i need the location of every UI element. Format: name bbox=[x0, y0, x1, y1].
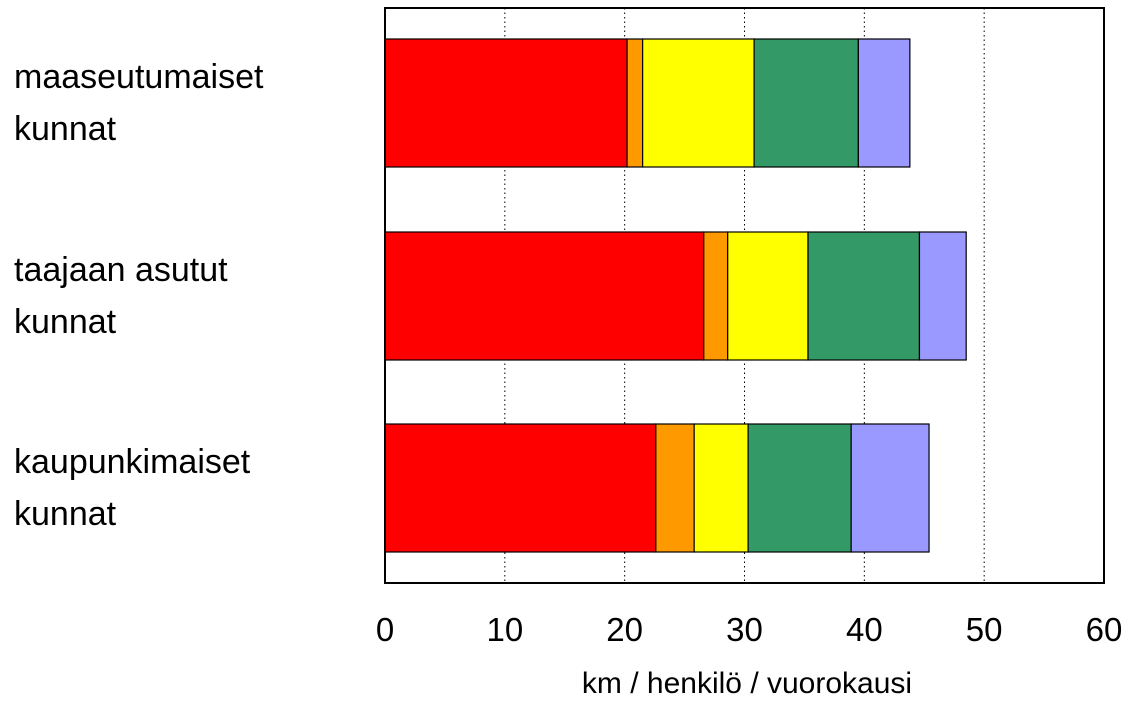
bar-segment-3-5 bbox=[850, 423, 930, 553]
plot-area-frame bbox=[384, 7, 1105, 584]
x-tick-label: 10 bbox=[486, 611, 523, 648]
bar-segment-2-1 bbox=[384, 231, 705, 361]
bar-segment-1-3 bbox=[642, 38, 755, 168]
bar-segment-1-1 bbox=[384, 38, 628, 168]
bar-segment-1-5 bbox=[857, 38, 911, 168]
category-label: kunnat bbox=[14, 495, 117, 533]
category-label: taajaan asutut bbox=[14, 251, 228, 289]
bars bbox=[384, 38, 967, 553]
bar-segment-2-3 bbox=[727, 231, 809, 361]
x-tick-label: 30 bbox=[726, 611, 763, 648]
bar-segment-2-5 bbox=[918, 231, 967, 361]
bar-segment-2-4 bbox=[807, 231, 921, 361]
category-label: maaseutumaiset bbox=[14, 58, 264, 96]
category-label: kunnat bbox=[14, 110, 117, 148]
bar-segment-3-2 bbox=[655, 423, 695, 553]
x-axis-title: km / henkilö / vuorokausi bbox=[582, 667, 912, 700]
x-tick-label: 40 bbox=[846, 611, 883, 648]
x-tick-label: 0 bbox=[376, 611, 394, 648]
x-tick-labels: 0 10 20 30 40 50 60 bbox=[376, 611, 1123, 648]
x-tick-label: 20 bbox=[606, 611, 643, 648]
bar-segment-3-4 bbox=[747, 423, 852, 553]
bar-segment-2-2 bbox=[703, 231, 729, 361]
bar-segment-3-3 bbox=[693, 423, 749, 553]
category-labels: maaseutumaiset kunnat taajaan asutut kunnat… bbox=[14, 58, 264, 533]
category-label: kunnat bbox=[14, 303, 117, 341]
bar-segment-1-2 bbox=[626, 38, 644, 168]
bar-segment-3-1 bbox=[384, 423, 657, 553]
x-tick-label: 50 bbox=[966, 611, 1003, 648]
bar-segment-1-4 bbox=[753, 38, 859, 168]
x-tick-label: 60 bbox=[1086, 611, 1123, 648]
category-label: kaupunkimaiset bbox=[14, 443, 251, 481]
